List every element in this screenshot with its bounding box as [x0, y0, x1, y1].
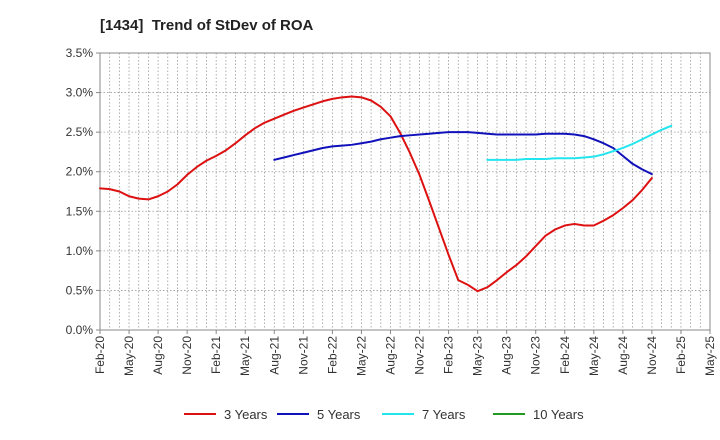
y-tick-label: 1.0%: [66, 244, 94, 258]
y-tick-label: 2.5%: [66, 125, 94, 139]
chart-title: [1434] Trend of StDev of ROA: [100, 17, 314, 34]
x-tick-label: Feb-20: [93, 336, 107, 374]
x-tick-label: May-20: [122, 336, 136, 376]
legend-label: 3 Years: [224, 407, 268, 422]
x-tick-label: Nov-20: [180, 336, 194, 375]
legend-label: 7 Years: [422, 407, 466, 422]
series-line-5-years: [273, 131, 653, 176]
x-tick-label: Feb-24: [558, 336, 572, 374]
legend-label: 5 Years: [317, 407, 361, 422]
x-tick-label: Feb-21: [209, 336, 223, 374]
x-tick-label: Nov-21: [296, 336, 310, 375]
y-tick-label: 2.0%: [66, 165, 94, 179]
x-tick-label: May-23: [471, 336, 485, 376]
x-tick-label: Nov-22: [413, 336, 427, 375]
x-tick-label: Aug-22: [383, 336, 397, 375]
series-line-7-years: [486, 124, 673, 161]
x-tick-label: Aug-24: [616, 336, 630, 375]
legend-label: 10 Years: [533, 407, 584, 422]
x-tick-label: Nov-23: [529, 336, 543, 375]
series-line-3-years: [99, 95, 653, 293]
x-tick-label: Nov-24: [645, 336, 659, 375]
x-tick-label: Feb-23: [442, 336, 456, 374]
x-tick-label: May-24: [587, 336, 601, 376]
y-tick-label: 0.5%: [66, 283, 94, 297]
x-tick-label: Aug-23: [500, 336, 514, 375]
x-tick-label: Feb-25: [674, 336, 688, 374]
plot-area: [100, 53, 710, 330]
x-tick-label: May-21: [238, 336, 252, 376]
y-tick-label: 1.5%: [66, 204, 94, 218]
x-tick-label: May-25: [703, 336, 717, 376]
y-tick-label: 3.0%: [66, 86, 94, 100]
x-tick-label: May-22: [354, 336, 368, 376]
plot-border: [99, 52, 711, 331]
x-tick-label: Feb-22: [325, 336, 339, 374]
x-tick-label: Aug-21: [267, 336, 281, 375]
y-tick-label: 0.0%: [66, 323, 94, 337]
y-tick-label: 3.5%: [66, 46, 94, 60]
x-tick-label: Aug-20: [151, 336, 165, 375]
